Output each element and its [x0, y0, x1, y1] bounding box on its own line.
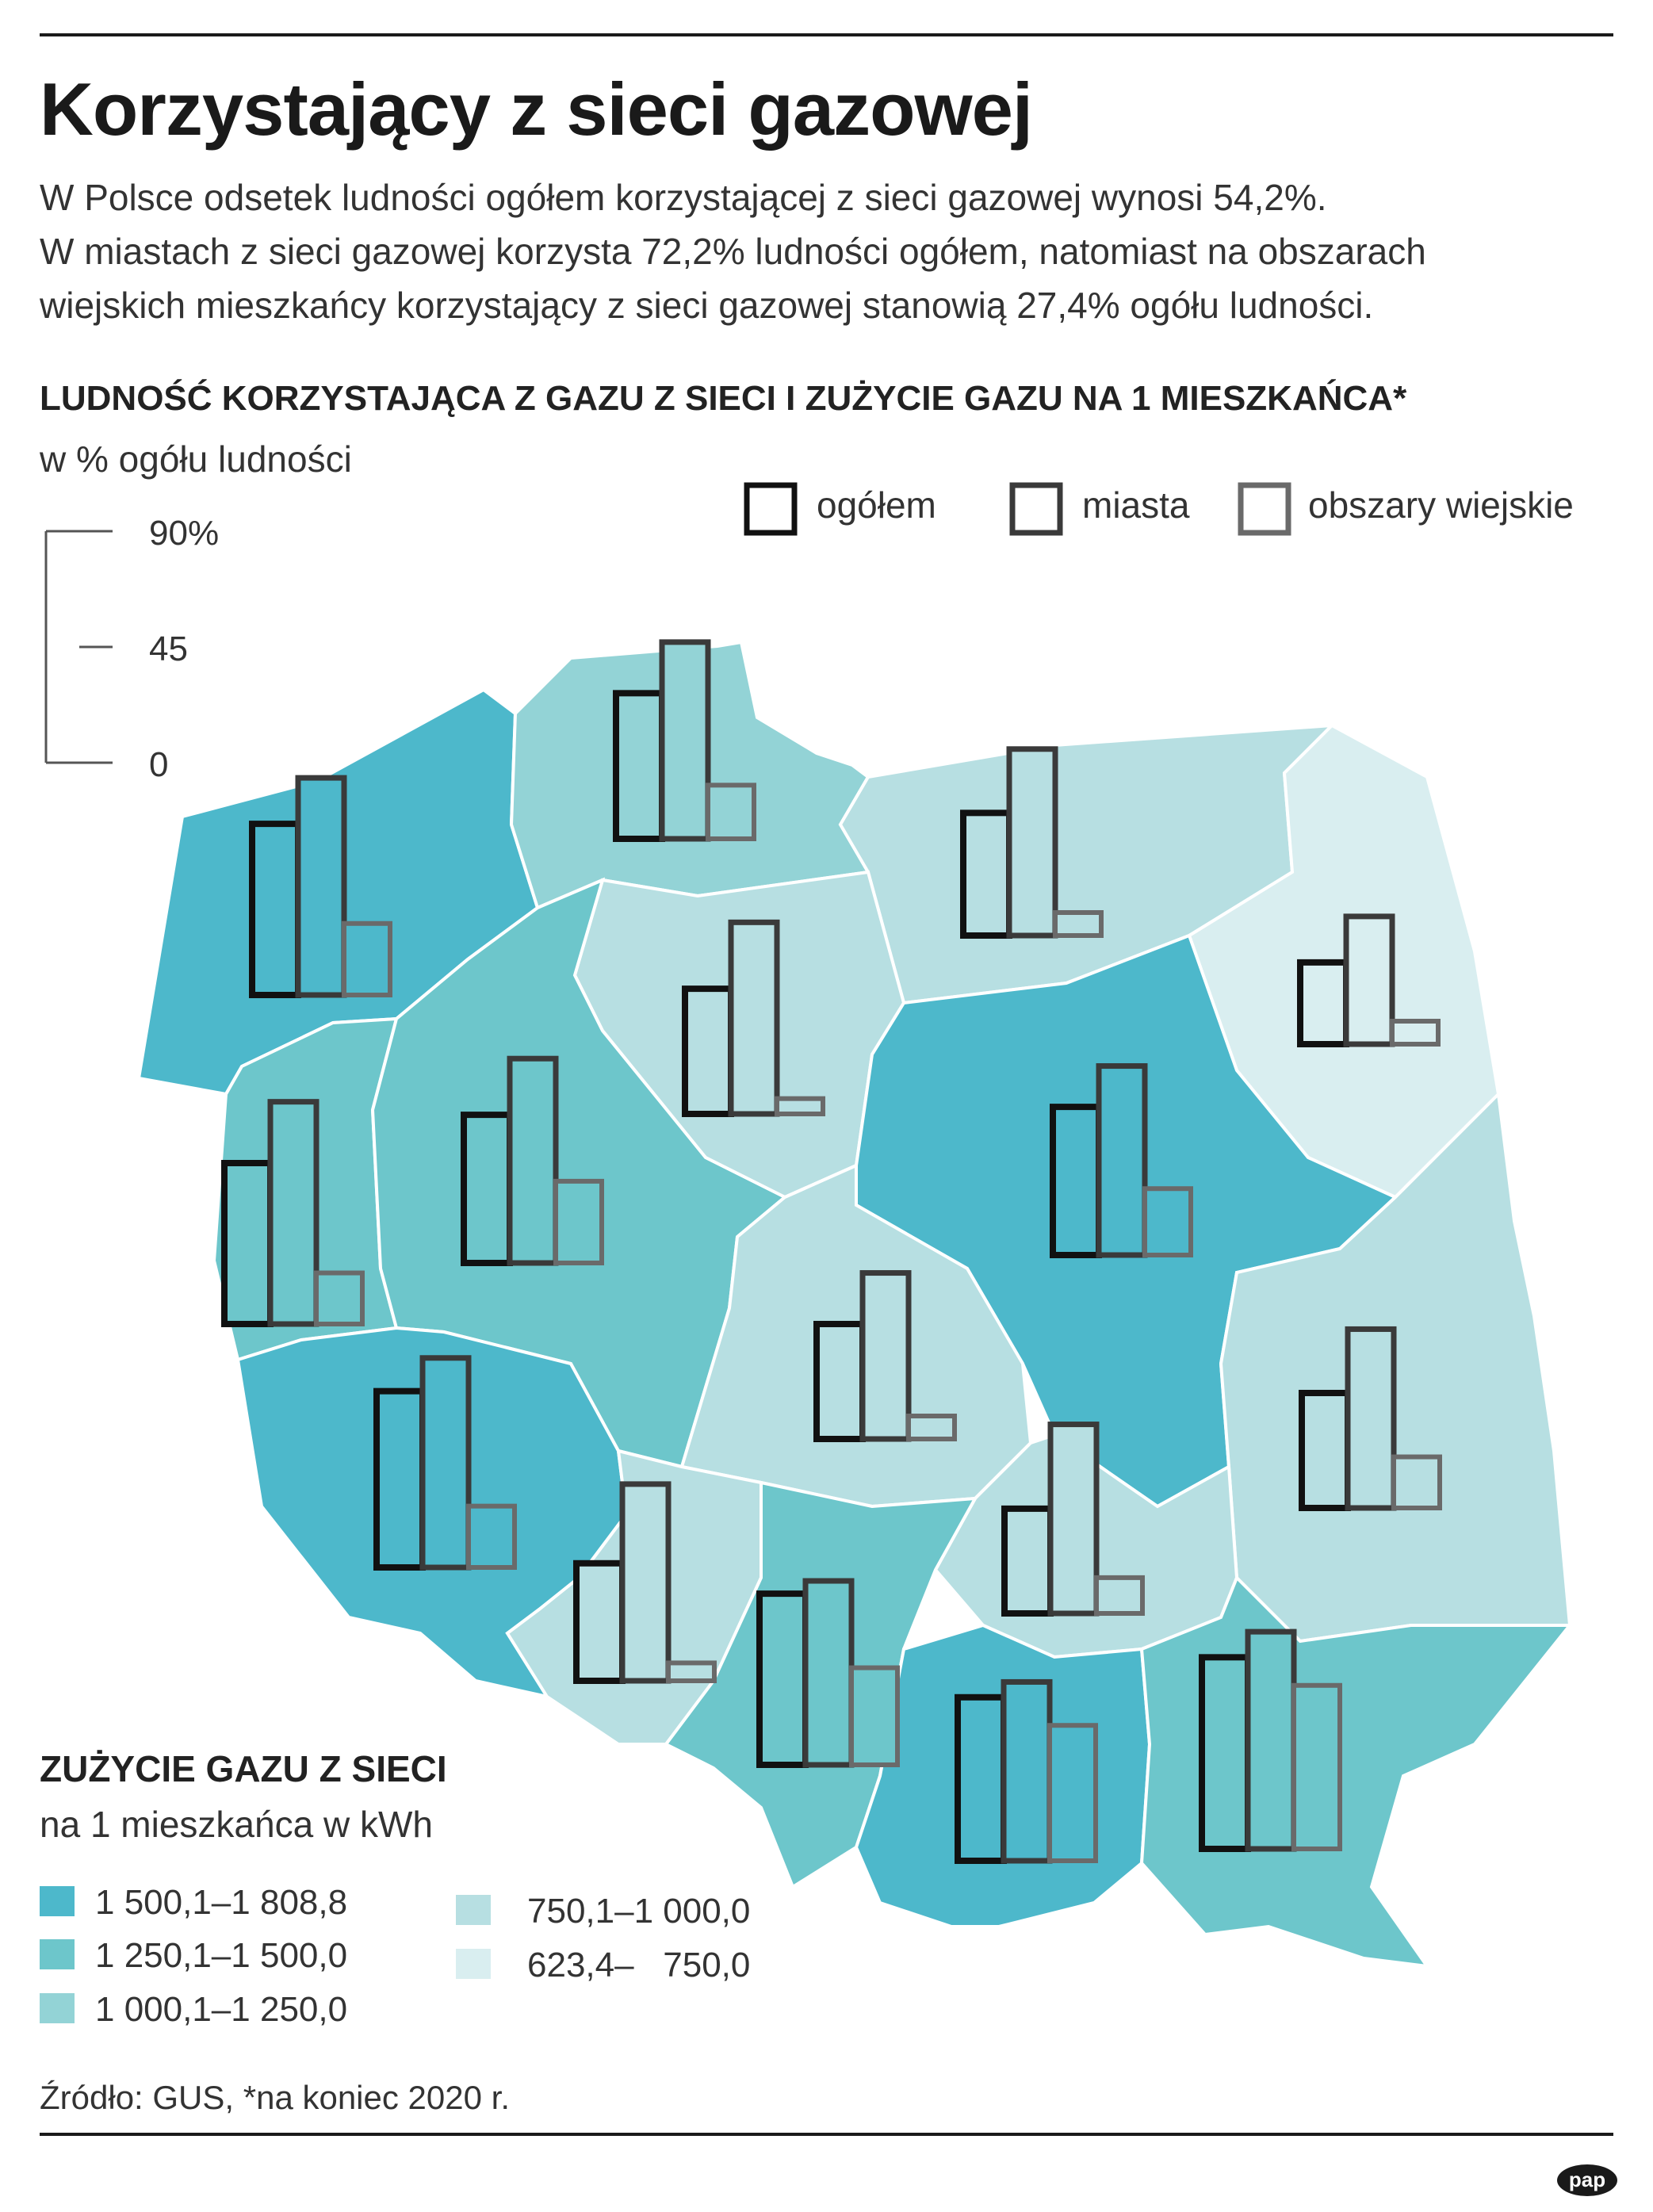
bar-miasta-łódzkie	[859, 1270, 912, 1442]
bar-wiejskie-wielkopolskie	[553, 1178, 604, 1266]
consumption-heading: ZUŻYCIE GAZU Z SIECI	[40, 1748, 447, 1789]
bar-ogolem-dolnośląskie	[373, 1387, 426, 1571]
bar-ogolem-kujawsko-pomorskie	[682, 985, 734, 1117]
class-swatch-1	[40, 1886, 75, 1916]
region-bar-group-wielkopolskie	[461, 1055, 604, 1266]
bar-miasta-świętokrzyskie	[1047, 1422, 1100, 1617]
bar-wiejskie-mazowieckie	[1142, 1186, 1193, 1257]
page-title: Korzystający z sieci gazowej	[40, 67, 1033, 151]
bar-ogolem-łódzkie	[813, 1321, 866, 1442]
bar-wiejskie-dolnośląskie	[466, 1503, 517, 1570]
class-label-4: 750,1–1 000,0	[527, 1892, 751, 1931]
region-bar-group-mazowieckie	[1050, 1063, 1193, 1258]
scale-max-label: 90%	[149, 514, 220, 553]
scale-min-label: 0	[149, 745, 169, 784]
bar-miasta-lubelskie	[1345, 1326, 1397, 1511]
region-bar-group-małopolskie	[955, 1678, 1098, 1865]
region-bar-group-kujawsko-pomorskie	[682, 919, 825, 1117]
legend-wiejskie-swatch	[1238, 482, 1291, 536]
bar-miasta-warmińsko-mazurskie	[1006, 746, 1058, 939]
region-bar-group-śląskie	[756, 1578, 900, 1768]
bar-wiejskie-lubelskie	[1391, 1454, 1442, 1510]
class-label-5: 623,4– 750,0	[527, 1946, 751, 1984]
legend-ogolem-swatch	[744, 482, 798, 536]
region-bar-group-lubuskie	[221, 1099, 365, 1327]
bar-miasta-zachodniopomorskie	[295, 775, 347, 998]
bar-ogolem-wielkopolskie	[461, 1112, 513, 1266]
class-label-2: 1 250,1–1 500,0	[95, 1936, 348, 1975]
source-note: Źródło: GUS, *na koniec 2020 r.	[40, 2079, 510, 2116]
bar-ogolem-warmińsko-mazurskie	[960, 809, 1012, 940]
class-swatch-3	[40, 1993, 75, 2023]
bar-ogolem-mazowieckie	[1050, 1104, 1102, 1258]
legend-wiejskie-label: obszary wiejskie	[1308, 484, 1574, 526]
pap-logo: pap	[1557, 2164, 1617, 2196]
region-bar-group-łódzkie	[813, 1270, 957, 1442]
bar-miasta-pomorskie	[659, 639, 711, 842]
bar-wiejskie-pomorskie	[706, 783, 756, 841]
bar-miasta-mazowieckie	[1096, 1063, 1148, 1258]
bar-wiejskie-lubuskie	[314, 1270, 365, 1326]
chart-heading: LUDNOŚĆ KORZYSTAJĄCA Z GAZU Z SIECI I ZU…	[40, 379, 1407, 418]
bar-ogolem-podlaskie	[1297, 959, 1349, 1048]
region-bar-group-dolnośląskie	[373, 1355, 517, 1571]
intro-line-3: wiejskich mieszkańcy korzystający z siec…	[40, 285, 1374, 326]
bar-ogolem-opolskie	[573, 1559, 626, 1685]
region-bar-group-podkarpackie	[1199, 1628, 1342, 1852]
bar-ogolem-śląskie	[756, 1590, 809, 1768]
bar-wiejskie-łódzkie	[906, 1414, 957, 1441]
region-bar-group-zachodniopomorskie	[249, 775, 392, 998]
bar-miasta-kujawsko-pomorskie	[728, 919, 780, 1117]
bar-ogolem-lubelskie	[1299, 1390, 1351, 1511]
intro-line-1: W Polsce odsetek ludności ogółem korzyst…	[40, 177, 1327, 218]
bottom-rule	[40, 2133, 1613, 2136]
bar-wiejskie-warmińsko-mazurskie	[1053, 910, 1104, 938]
bar-wiejskie-małopolskie	[1047, 1723, 1098, 1863]
class-swatch-4	[456, 1895, 491, 1925]
bar-wiejskie-świętokrzyskie	[1094, 1575, 1145, 1617]
bar-wiejskie-zachodniopomorskie	[342, 920, 392, 998]
bar-miasta-lubuskie	[267, 1099, 320, 1327]
bar-ogolem-podkarpackie	[1199, 1654, 1251, 1852]
bar-ogolem-zachodniopomorskie	[249, 821, 301, 998]
legend-miasta-swatch	[1009, 482, 1063, 536]
region-bar-group-warmińsko-mazurskie	[960, 746, 1104, 940]
region-bar-group-podlaskie	[1297, 913, 1441, 1048]
consumption-unit: na 1 mieszkańca w kWh	[40, 1804, 433, 1845]
pap-logo-text: pap	[1569, 2168, 1605, 2191]
bar-ogolem-świętokrzyskie	[1001, 1505, 1054, 1617]
bar-miasta-dolnośląskie	[419, 1355, 472, 1571]
bar-wiejskie-podlaskie	[1390, 1019, 1441, 1047]
top-rule	[40, 33, 1613, 36]
region-bar-group-opolskie	[573, 1481, 717, 1685]
bar-ogolem-lubuskie	[221, 1160, 274, 1327]
intro-line-2: W miastach z sieci gazowej korzysta 72,2…	[40, 231, 1426, 272]
class-label-3: 1 000,1–1 250,0	[95, 1990, 348, 2029]
bar-miasta-śląskie	[802, 1578, 855, 1768]
region-bar-group-pomorskie	[613, 639, 756, 842]
chart-unit: w % ogółu ludności	[40, 438, 352, 480]
legend-miasta-label: miasta	[1082, 484, 1190, 526]
bar-ogolem-małopolskie	[955, 1693, 1007, 1865]
bar-wiejskie-śląskie	[849, 1665, 900, 1768]
bar-miasta-wielkopolskie	[507, 1055, 559, 1266]
class-swatch-2	[40, 1939, 75, 1969]
region-bar-group-lubelskie	[1299, 1326, 1442, 1511]
bar-wiejskie-opolskie	[666, 1660, 717, 1683]
bar-miasta-podkarpackie	[1245, 1628, 1297, 1852]
class-swatch-5	[456, 1949, 491, 1979]
bar-miasta-podlaskie	[1343, 913, 1395, 1047]
region-bar-group-świętokrzyskie	[1001, 1422, 1145, 1617]
bar-miasta-małopolskie	[1001, 1678, 1053, 1864]
bar-miasta-opolskie	[619, 1481, 672, 1684]
scale-mid-label: 45	[149, 630, 188, 668]
class-label-1: 1 500,1–1 808,8	[95, 1883, 348, 1922]
legend-ogolem-label: ogółem	[817, 484, 936, 526]
region-bars	[221, 639, 1442, 1865]
percentage-scale	[44, 530, 113, 764]
bar-wiejskie-podkarpackie	[1291, 1682, 1342, 1852]
bar-ogolem-pomorskie	[613, 690, 665, 842]
bar-wiejskie-kujawsko-pomorskie	[775, 1096, 825, 1116]
